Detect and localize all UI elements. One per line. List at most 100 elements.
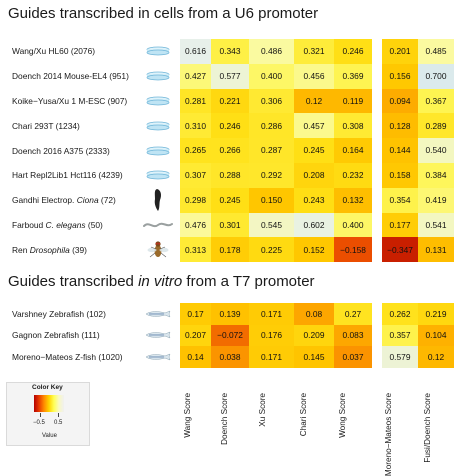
heatmap-cell: 0.545 xyxy=(249,212,294,238)
heatmap-cell: 0.298 xyxy=(180,187,211,213)
row-label: Farboud C. elegans (50) xyxy=(12,220,103,230)
petri-dish-icon xyxy=(146,146,170,155)
heatmap-cell: 0.616 xyxy=(180,39,211,64)
color-key xyxy=(6,382,90,446)
heatmap-cell: 0.08 xyxy=(294,303,334,325)
heatmap-cell: 0.219 xyxy=(418,303,454,325)
heatmap-cell: 0.292 xyxy=(249,163,294,188)
petri-dish-icon xyxy=(146,170,170,180)
row-label: Gandhi Electrop. Ciona (72) xyxy=(12,195,116,206)
heatmap-cell: 0.456 xyxy=(294,63,334,89)
heatmap-cell: 0.119 xyxy=(334,88,372,114)
row-label: Koike−Yusa/Xu 1 M-ESC (907) xyxy=(12,96,128,106)
heatmap-cell: 0.158 xyxy=(382,163,418,188)
color-key-tick-label: −0.5 xyxy=(33,420,45,426)
petri-dish-icon xyxy=(146,121,170,131)
heatmap-cell: 0.209 xyxy=(294,324,334,346)
heatmap-cell: 0.144 xyxy=(382,138,418,163)
heatmap-cell: 0.038 xyxy=(211,346,249,368)
heatmap-cell: 0.207 xyxy=(180,324,211,346)
row-label: Varshney Zebrafish (102) xyxy=(12,308,106,319)
heatmap-cell: 0.579 xyxy=(382,346,418,368)
heatmap-cell: 0.287 xyxy=(249,138,294,163)
heatmap-cell: 0.321 xyxy=(294,39,334,64)
heatmap-cell: 0.131 xyxy=(418,237,454,263)
fly-icon xyxy=(147,241,169,258)
heatmap-cell: 0.400 xyxy=(334,212,372,238)
heatmap-cell: 0.357 xyxy=(382,324,418,346)
row-label: Moreno−Mateos Z-fish (1020) xyxy=(12,351,123,362)
color-key-title: Color Key xyxy=(32,384,63,391)
heatmap-cell: 0.476 xyxy=(180,212,211,238)
heatmap-cell: 0.246 xyxy=(211,113,249,139)
heatmap-cell: 0.177 xyxy=(382,212,418,238)
heatmap-cell: 0.369 xyxy=(334,63,372,89)
heatmap-cell: 0.208 xyxy=(294,163,334,188)
column-group-gap xyxy=(372,303,382,368)
heatmap-cell: 0.104 xyxy=(418,324,454,346)
heatmap-cell: 0.306 xyxy=(249,88,294,114)
heatmap-cell: 0.094 xyxy=(382,88,418,114)
heatmap-cell: 0.310 xyxy=(180,113,211,139)
heatmap-cell: 0.12 xyxy=(294,88,334,114)
heatmap-cell: 0.128 xyxy=(382,113,418,139)
t7-section-title: Guides transcribed in vitro from a T7 pr… xyxy=(8,273,315,290)
heatmap-cell: 0.354 xyxy=(382,187,418,213)
row-label: Gagnon Zebrafish (111) xyxy=(12,330,100,341)
column-label: Xu Score xyxy=(258,393,267,427)
heatmap-cell: 0.281 xyxy=(180,88,211,114)
row-label: Wang/Xu HL60 (2076) xyxy=(12,46,96,57)
heatmap-cell: −0.072 xyxy=(211,324,249,346)
heatmap-cell: 0.171 xyxy=(249,346,294,368)
column-label: Chari Score xyxy=(299,393,308,437)
heatmap-cell: 0.232 xyxy=(334,163,372,188)
heatmap-cell: 0.700 xyxy=(418,63,454,89)
heatmap-cell: 0.343 xyxy=(211,39,249,64)
heatmap-cell: 0.037 xyxy=(334,346,372,368)
heatmap-cell: 0.288 xyxy=(211,163,249,188)
heatmap-cell: 0.286 xyxy=(249,113,294,139)
column-label: Wang Score xyxy=(183,393,192,438)
heatmap-cell: 0.419 xyxy=(418,187,454,213)
color-key-tick-mark xyxy=(40,413,41,417)
heatmap-cell: 0.150 xyxy=(249,187,294,213)
heatmap-cell: 0.225 xyxy=(249,237,294,263)
heatmap-cell: 0.313 xyxy=(180,237,211,263)
heatmap-cell: 0.245 xyxy=(294,138,334,163)
heatmap-cell: 0.384 xyxy=(418,163,454,188)
heatmap-cell: 0.139 xyxy=(211,303,249,325)
heatmap-cell: 0.132 xyxy=(334,187,372,213)
color-key-gradient xyxy=(34,395,64,412)
t7-title-part-3: from a T7 promoter xyxy=(182,273,315,290)
heatmap-cell: 0.12 xyxy=(418,346,454,368)
heatmap-cell: 0.176 xyxy=(249,324,294,346)
heatmap-cell: 0.308 xyxy=(334,113,372,139)
heatmap-cell: 0.427 xyxy=(180,63,211,89)
heatmap-cell: 0.262 xyxy=(382,303,418,325)
petri-dish-icon xyxy=(146,96,170,106)
heatmap-cell: 0.171 xyxy=(249,303,294,325)
heatmap-cell: 0.201 xyxy=(382,39,418,64)
t7-title-part-1: Guides transcribed xyxy=(8,273,139,290)
heatmap-cell: 0.14 xyxy=(180,346,211,368)
row-label: Doench 2014 Mouse-EL4 (951) xyxy=(12,71,129,82)
heatmap-cell: 0.486 xyxy=(249,39,294,64)
row-label: Doench 2016 A375 (2333) xyxy=(12,145,110,156)
color-key-tick-mark xyxy=(58,413,59,417)
heatmap-cell: 0.156 xyxy=(382,63,418,89)
heatmap-cell: 0.145 xyxy=(294,346,334,368)
heatmap-cell: 0.083 xyxy=(334,324,372,346)
heatmap-cell: 0.178 xyxy=(211,237,249,263)
heatmap-cell: 0.289 xyxy=(418,113,454,139)
column-group-gap xyxy=(372,39,382,263)
heatmap-cell: 0.602 xyxy=(294,212,334,238)
color-key-tick-label: 0.5 xyxy=(54,420,63,426)
column-label: Moreno−Mateos Score xyxy=(384,393,393,476)
worm-icon xyxy=(143,222,173,228)
heatmap-cell: −0.347 xyxy=(382,237,418,263)
column-label: Doench Score xyxy=(220,393,229,445)
t7-title-part-2: in vitro xyxy=(138,273,183,290)
row-label: Hart Repl2Lib1 Hct116 (4239) xyxy=(12,170,123,181)
heatmap-cell: 0.266 xyxy=(211,138,249,163)
row-label: Ren Drosophila (39) xyxy=(12,244,87,255)
